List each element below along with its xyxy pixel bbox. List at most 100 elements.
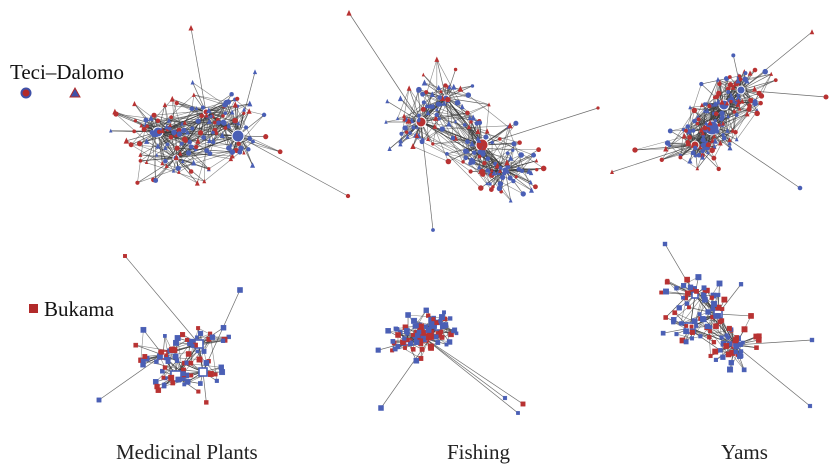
network-node [718, 140, 723, 146]
network-node [428, 345, 434, 351]
network-node [419, 346, 425, 352]
network-node [721, 136, 727, 141]
network-node [398, 141, 403, 147]
network-node [504, 159, 510, 166]
network-node [385, 328, 391, 334]
network-node [252, 69, 258, 75]
network-node [710, 306, 716, 312]
network-node [425, 110, 431, 116]
legend-teci-dalomo-markers [20, 86, 81, 99]
network-node [674, 332, 679, 337]
network-node [727, 140, 732, 146]
network-node [194, 335, 199, 340]
network-node [174, 358, 180, 364]
network-node [685, 124, 691, 129]
network-node [434, 56, 440, 62]
network-node [476, 164, 482, 170]
legend-label-teci-dalomo: Teci–Dalomo [10, 60, 124, 84]
network-node [148, 114, 154, 121]
network-node [406, 85, 412, 91]
network-node [705, 142, 711, 148]
network-node [229, 142, 233, 147]
network-node [667, 128, 673, 134]
network-node [731, 53, 736, 58]
network-node [711, 155, 717, 161]
network-node [713, 313, 719, 319]
network-node [683, 339, 689, 345]
network-node [418, 355, 424, 361]
network-node [399, 131, 404, 136]
network-node [237, 287, 243, 293]
network-node [727, 366, 734, 373]
network-node [226, 122, 232, 129]
network-node [694, 288, 699, 294]
network-node [191, 159, 197, 166]
network-node [436, 84, 441, 90]
network-node [489, 187, 494, 192]
network-node [516, 167, 522, 172]
network-node [535, 167, 539, 172]
network-node [712, 348, 719, 355]
network-node [447, 316, 453, 321]
network-node [181, 127, 187, 134]
network-node [189, 106, 195, 112]
network-node [678, 321, 683, 326]
network-node [378, 405, 384, 411]
network-node [219, 132, 225, 139]
network-node [699, 102, 705, 108]
network-node [235, 96, 240, 101]
network-node [705, 128, 710, 133]
network-node [421, 100, 426, 105]
network-node [188, 144, 194, 150]
network-node [206, 118, 212, 124]
network-node [534, 158, 539, 163]
network-node [511, 141, 517, 147]
network-node [169, 348, 175, 353]
network-node [738, 77, 743, 82]
network-node [167, 126, 172, 131]
network-node [465, 139, 470, 145]
network-node [499, 174, 506, 181]
network-node [741, 367, 747, 373]
network-node [444, 342, 449, 347]
network-node [173, 154, 179, 161]
network-node [474, 121, 480, 126]
network-node [201, 348, 207, 354]
network-node [209, 334, 216, 340]
network-node [155, 118, 161, 124]
network-node [229, 149, 236, 155]
network-node [437, 95, 442, 100]
network-node [166, 118, 172, 123]
network-node [453, 67, 458, 72]
network-node [740, 98, 745, 104]
network-node [246, 108, 252, 114]
network-node [732, 110, 737, 114]
network-node [140, 326, 147, 333]
network-node [739, 354, 744, 359]
network-node [478, 185, 484, 191]
network-node [438, 318, 443, 323]
network-node [498, 137, 502, 141]
network-node [413, 357, 420, 364]
network-node [424, 90, 429, 95]
network-node [446, 339, 453, 345]
network-node [495, 169, 501, 175]
network-node [471, 150, 477, 155]
network-node [188, 24, 194, 31]
network-node [182, 120, 187, 125]
network-node [717, 79, 722, 85]
network-node [596, 106, 600, 110]
network-node [168, 123, 173, 127]
network-node [716, 292, 721, 297]
network-node [135, 180, 140, 185]
network-node [439, 329, 444, 334]
network-node [520, 401, 526, 407]
network-node [412, 323, 418, 329]
network-node [216, 120, 221, 126]
network-node [707, 119, 713, 126]
network-node [744, 111, 750, 117]
network-node [408, 131, 412, 135]
network-node [797, 185, 803, 191]
network-node [734, 137, 739, 142]
